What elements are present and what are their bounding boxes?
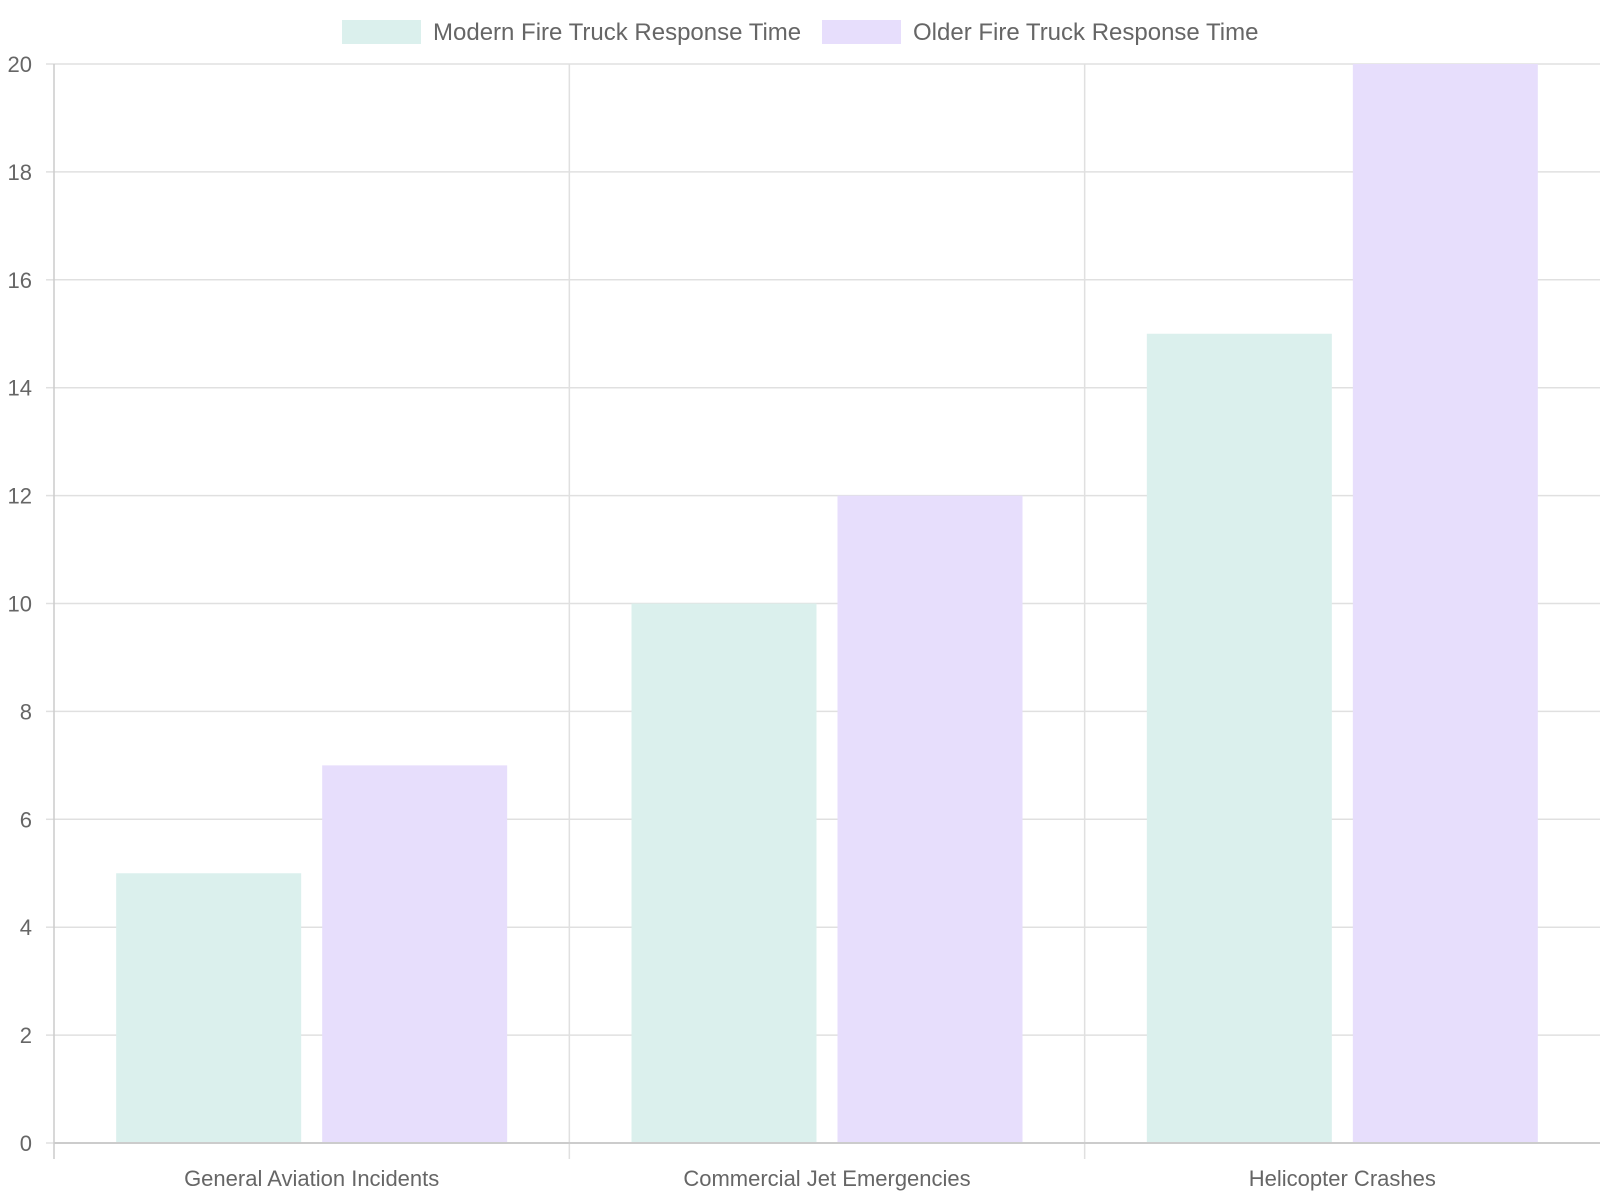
x-tick-labels: General Aviation Incidents Commercial Jet… — [184, 1166, 1436, 1191]
axes — [53, 64, 1600, 1159]
bar-older[interactable] — [1352, 64, 1538, 1143]
x-tick-label: Commercial Jet Emergencies — [683, 1166, 970, 1191]
y-tick-label: 8 — [20, 699, 32, 724]
legend-swatch-older[interactable] — [822, 20, 901, 44]
x-tick-label: General Aviation Incidents — [184, 1166, 439, 1191]
y-tick-label: 2 — [20, 1023, 32, 1048]
y-tick-label: 6 — [20, 807, 32, 832]
y-tick-label: 16 — [8, 268, 32, 293]
bar-modern[interactable] — [116, 873, 302, 1143]
y-tick-label: 12 — [8, 484, 32, 509]
y-tick-labels: 0 2 4 6 8 10 12 14 16 18 20 — [8, 52, 32, 1156]
legend: Modern Fire Truck Response Time Older Fi… — [342, 19, 1258, 46]
bar-older[interactable] — [322, 765, 508, 1143]
legend-label-older[interactable]: Older Fire Truck Response Time — [913, 19, 1258, 46]
y-tick-label: 10 — [8, 592, 32, 617]
grid-lines — [46, 63, 1600, 1159]
legend-label-modern[interactable]: Modern Fire Truck Response Time — [433, 19, 801, 46]
y-tick-label: 14 — [8, 376, 32, 401]
x-tick-label: Helicopter Crashes — [1249, 1166, 1436, 1191]
bars — [116, 64, 1538, 1144]
y-tick-label: 4 — [20, 915, 32, 940]
y-tick-label: 0 — [20, 1131, 32, 1156]
bar-modern[interactable] — [1146, 333, 1332, 1143]
y-tick-label: 20 — [8, 52, 32, 77]
bar-modern[interactable] — [631, 603, 817, 1144]
y-tick-label: 18 — [8, 160, 32, 185]
legend-swatch-modern[interactable] — [342, 20, 421, 44]
bar-older[interactable] — [837, 495, 1023, 1144]
